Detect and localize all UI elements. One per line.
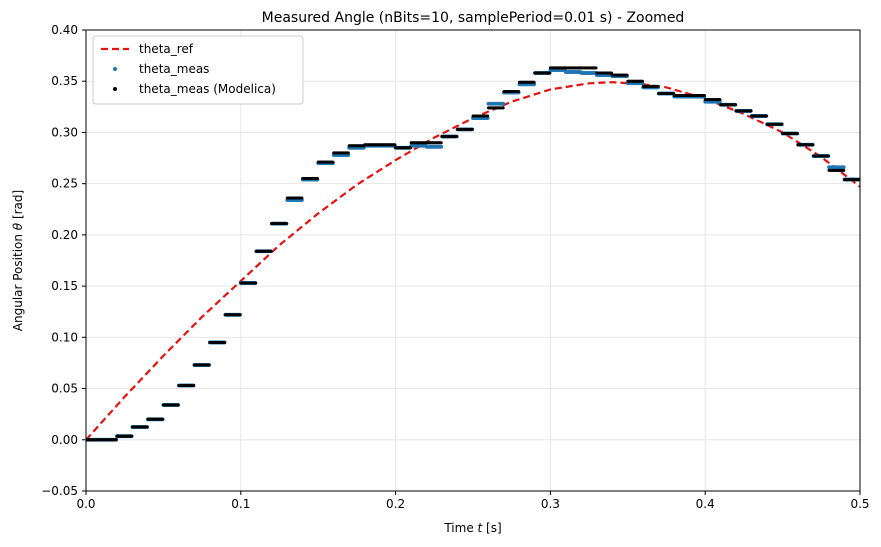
- series-theta-meas-modelica-point: [315, 177, 319, 181]
- series-theta-meas-modelica-point: [300, 196, 304, 200]
- legend-label: theta_meas: [139, 62, 209, 76]
- y-tick-label: 0.30: [51, 125, 78, 139]
- series-theta-meas-modelica-point: [749, 109, 753, 113]
- legend-label: theta_meas (Modelica): [139, 82, 276, 96]
- legend-marker: [113, 87, 117, 91]
- series-theta-meas-modelica-point: [269, 249, 273, 253]
- series-theta-meas-modelica-point: [501, 106, 505, 110]
- series-theta-meas-modelica-point: [114, 438, 118, 442]
- series-theta-meas-point: [501, 101, 506, 106]
- series-theta-ref-line: [86, 81, 860, 441]
- series-theta-meas-modelica-point: [408, 146, 412, 150]
- series-theta-meas-modelica-point: [439, 141, 443, 145]
- y-tick-label: 0.05: [51, 382, 78, 396]
- series-theta-meas-point: [439, 144, 444, 149]
- series-theta-meas-modelica-point: [517, 89, 521, 93]
- y-tick-label: −0.05: [41, 484, 78, 498]
- series-theta-meas-modelica-point: [718, 98, 722, 102]
- x-axis-label: Time t [s]: [443, 521, 501, 535]
- series-theta-meas-modelica-point: [733, 103, 737, 107]
- series-theta-meas-modelica-point: [130, 434, 134, 438]
- y-tick-label: 0.20: [51, 228, 78, 242]
- x-tick-label: 0.0: [76, 497, 95, 511]
- series-layer: [86, 66, 860, 442]
- y-tick-label: 0.10: [51, 330, 78, 344]
- series-theta-meas-modelica-point: [842, 168, 846, 172]
- legend-label: theta_ref: [139, 42, 194, 56]
- series-theta-meas-modelica-point: [470, 127, 474, 131]
- x-tick-label: 0.1: [231, 497, 250, 511]
- axes-frame: [85, 29, 861, 492]
- series-theta-meas-modelica-point: [548, 71, 552, 75]
- chart-title: Measured Angle (nBits=10, samplePeriod=0…: [262, 10, 685, 26]
- x-tick-label: 0.5: [850, 497, 869, 511]
- x-tick-label: 0.2: [386, 497, 405, 511]
- series-theta-meas-modelica-point: [223, 340, 227, 344]
- series-theta-meas-modelica-point: [594, 66, 598, 70]
- series-theta-meas-modelica-point: [780, 122, 784, 126]
- series-theta-meas-modelica-point: [532, 80, 536, 84]
- y-tick-label: 0.35: [51, 74, 78, 88]
- series-theta-meas-group: [86, 68, 860, 442]
- y-tick-label: 0.25: [51, 177, 78, 191]
- series-theta-meas-modelica-point: [641, 79, 645, 83]
- series-theta-meas-modelica-point: [284, 222, 288, 226]
- series-theta-meas-modelica-point: [346, 151, 350, 155]
- legend-marker: [113, 67, 117, 71]
- series-theta-meas-modelica-point: [192, 383, 196, 387]
- series-theta-meas-modelica-point: [811, 143, 815, 147]
- series-theta-meas-modelica-point: [656, 84, 660, 88]
- y-tick-label: 0.00: [51, 433, 78, 447]
- series-theta-meas-modelica-point: [826, 154, 830, 158]
- series-theta-meas-modelica-point: [145, 425, 149, 429]
- series-theta-meas-modelica-point: [393, 143, 397, 147]
- x-tick-label: 0.3: [541, 497, 560, 511]
- series-theta-meas-point: [841, 165, 846, 170]
- series-theta-meas-modelica-point: [331, 160, 335, 164]
- series-theta-meas-modelica-point: [857, 178, 860, 182]
- legend: theta_ref theta_meas theta_meas (Modelica): [92, 35, 304, 105]
- ticks: 0.0 0.1 0.2 0.3 0.4 0.5 −0.05 0.00 0.05 0.10 0.15 0…: [41, 23, 869, 511]
- legend-box: [92, 35, 304, 105]
- x-tick-label: 0.4: [696, 497, 715, 511]
- series-theta-meas-modelica-point: [795, 131, 799, 135]
- series-theta-meas-modelica-point: [764, 114, 768, 118]
- series-theta-meas-modelica-point: [254, 281, 258, 285]
- series-theta-meas-modelica-point: [176, 403, 180, 407]
- y-tick-label: 0.40: [51, 23, 78, 37]
- series-theta-meas-modelica-point: [486, 114, 490, 118]
- series-theta-meas-modelica-point: [702, 94, 706, 98]
- y-tick-label: 0.15: [51, 279, 78, 293]
- series-theta-meas-modelica-point: [625, 73, 629, 77]
- series-theta-meas-modelica-group: [86, 66, 860, 442]
- y-axis-label: Angular Position θ [rad]: [11, 190, 25, 331]
- series-theta-meas-modelica-point: [455, 135, 459, 139]
- series-theta-meas-modelica-point: [161, 417, 165, 421]
- series-theta-meas-modelica-point: [207, 363, 211, 367]
- series-theta-meas-modelica-point: [238, 313, 242, 317]
